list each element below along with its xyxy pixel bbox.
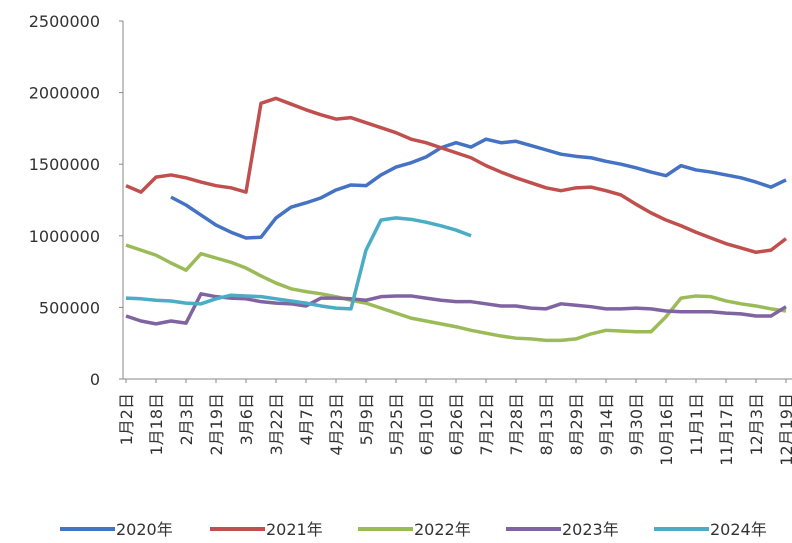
x-tick-label: 1月18日 [147, 393, 166, 456]
x-tick-label: 8月13日 [537, 393, 556, 456]
x-tick-label: 5月25日 [387, 393, 406, 456]
y-tick-label: 0 [90, 370, 100, 389]
series-line [125, 292, 787, 326]
x-tick-label: 9月30日 [627, 393, 646, 456]
x-tick-label: 11月17日 [717, 393, 736, 466]
x-tick-label: 4月7日 [297, 393, 316, 445]
x-tick-label: 6月26日 [447, 393, 466, 456]
y-tick-label: 1000000 [29, 227, 100, 246]
x-tick-label: 7月12日 [477, 393, 496, 456]
x-tick-label: 4月23日 [327, 393, 346, 456]
legend-label: 2022年 [414, 520, 471, 539]
x-tick-label: 8月29日 [567, 393, 586, 456]
y-tick-label: 1500000 [29, 155, 100, 174]
x-tick-label: 12月19日 [777, 393, 792, 466]
x-tick-label: 2月3日 [177, 393, 196, 445]
x-tick-label: 11月1日 [687, 393, 706, 456]
y-tick-label: 500000 [39, 298, 100, 317]
y-tick-label: 2500000 [29, 12, 100, 31]
legend-label: 2023年 [562, 520, 619, 539]
x-tick-label: 2月19日 [207, 393, 226, 456]
x-tick-label: 7月28日 [507, 393, 526, 456]
x-tick-label: 3月6日 [237, 393, 256, 445]
x-tick-label: 1月2日 [117, 393, 136, 445]
series-line [125, 96, 788, 255]
x-tick-label: 5月9日 [357, 393, 376, 445]
x-tick-label: 9月14日 [597, 393, 616, 456]
series-line [170, 137, 787, 240]
x-tick-label: 3月22日 [267, 393, 286, 456]
legend-label: 2020年 [116, 520, 173, 539]
x-tick-label: 10月16日 [657, 393, 676, 466]
legend-label: 2024年 [710, 520, 767, 539]
legend-label: 2021年 [266, 520, 323, 539]
x-tick-label: 12月3日 [747, 393, 766, 456]
x-tick-label: 6月10日 [417, 393, 436, 456]
y-tick-label: 2000000 [29, 84, 100, 103]
series-line [125, 243, 787, 343]
series-line [125, 216, 472, 311]
